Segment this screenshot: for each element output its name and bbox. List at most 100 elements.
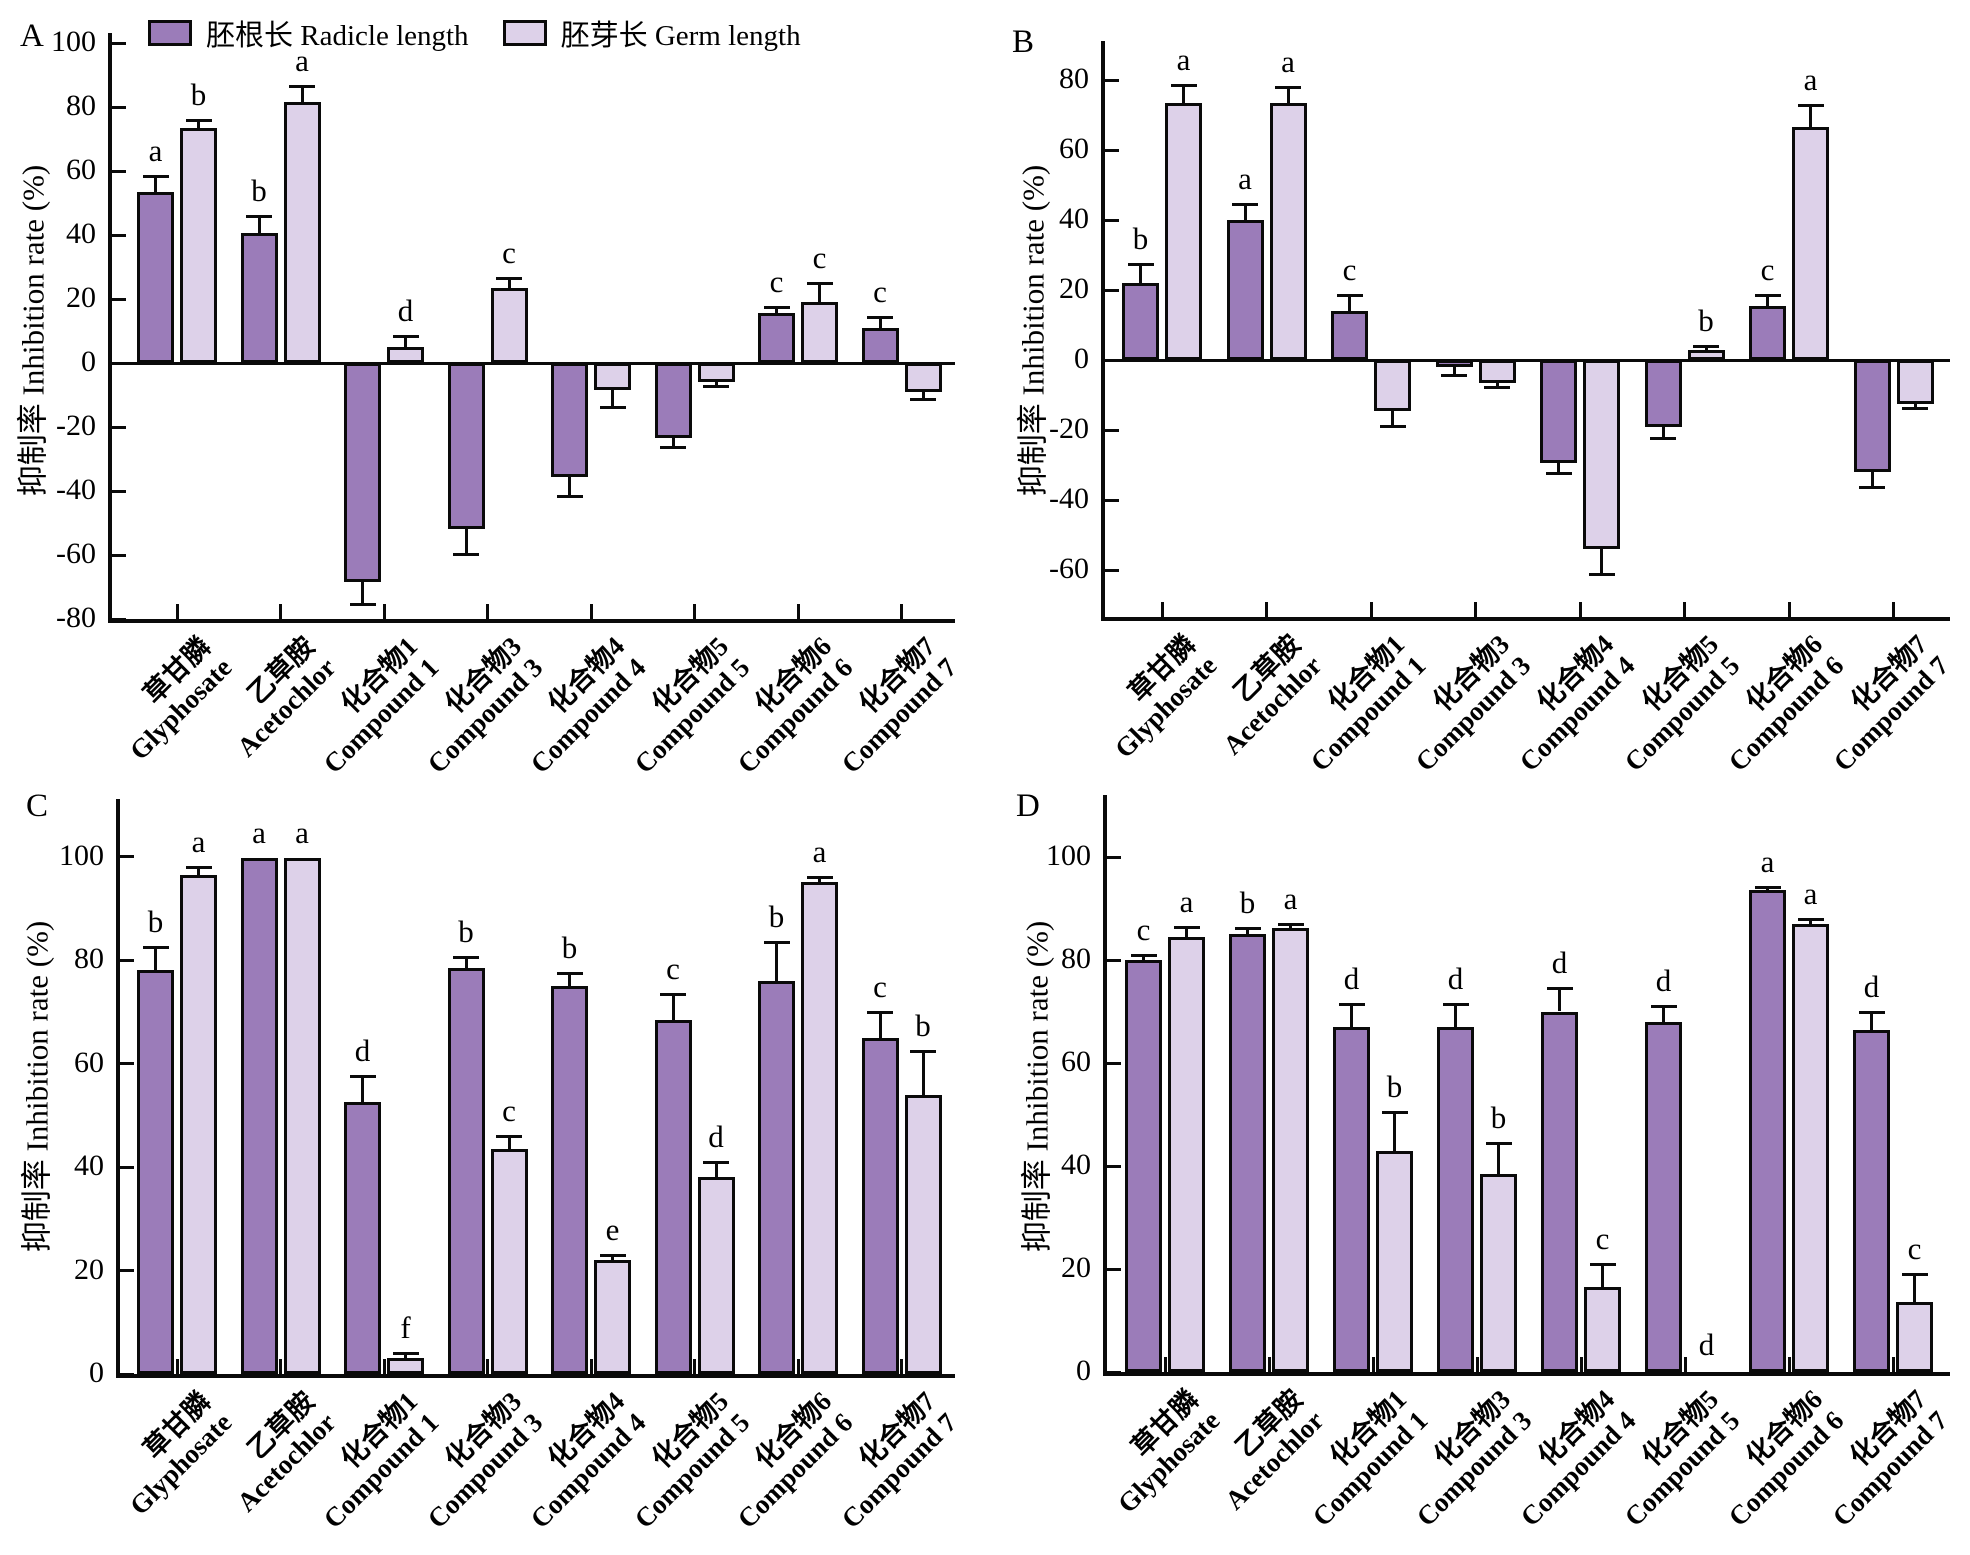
y-tick-label: -80 [56, 601, 96, 634]
panel-D-y-axis-title: 抑制率 Inhibition rate (%) [1019, 920, 1055, 1253]
significance-letter: c [873, 273, 887, 309]
bar-germ [697, 363, 735, 383]
error-cap [703, 1160, 729, 1164]
error-cap [1693, 345, 1719, 348]
y-tick-label: 100 [1046, 839, 1091, 872]
panel-B-zero-line [1105, 358, 1950, 362]
x-tick [1371, 1357, 1375, 1372]
error-bar [1391, 410, 1394, 427]
bar-germ [1272, 927, 1309, 1372]
error-cap [142, 946, 169, 950]
bar-radicle [861, 327, 899, 363]
significance-letter: b [458, 914, 474, 950]
error-bar [1661, 426, 1665, 439]
panel-A-y-axis-title: 抑制率 Inhibition rate (%) [15, 164, 51, 497]
legend: 胚根长 Radicle length 胚芽长 Germ length [148, 12, 801, 54]
error-bar [671, 438, 675, 448]
error-cap [1902, 407, 1928, 410]
y-tick-label: 0 [1076, 1354, 1091, 1387]
legend-item-radicle: 胚根长 Radicle length [148, 12, 469, 54]
error-cap [1127, 262, 1154, 266]
error-bar [404, 335, 407, 347]
error-bar [507, 278, 511, 288]
significance-letter: a [1803, 875, 1818, 911]
significance-letter: b [190, 76, 207, 112]
error-bar [1454, 1003, 1457, 1027]
bar-radicle [1853, 1029, 1890, 1372]
x-tick [175, 1359, 179, 1374]
error-bar [1809, 104, 1812, 128]
error-cap [392, 334, 419, 338]
error-cap [1381, 1110, 1408, 1114]
panel-B-y-axis [1101, 41, 1105, 621]
error-cap [806, 876, 833, 880]
significance-letter: b [1698, 303, 1714, 338]
error-cap [599, 1253, 626, 1257]
y-tick [1107, 1061, 1121, 1065]
error-cap [1173, 925, 1200, 929]
error-cap [1441, 373, 1467, 377]
panel-D-x-axis [1103, 1372, 1950, 1376]
y-tick-label: -40 [1049, 482, 1089, 515]
bar-radicle [1644, 360, 1682, 427]
y-tick-label: 40 [66, 217, 96, 250]
panel-C-label: C [26, 788, 49, 824]
x-tick [175, 604, 179, 619]
y-tick [1105, 428, 1119, 432]
error-cap [185, 865, 212, 869]
y-tick [1105, 498, 1119, 502]
error-bar [818, 877, 821, 883]
bar-radicle [137, 970, 174, 1374]
significance-letter: c [812, 240, 827, 275]
x-tick [1683, 602, 1686, 617]
bar-radicle [654, 363, 692, 439]
error-cap [1170, 84, 1197, 88]
error-cap [349, 1075, 376, 1079]
bar-radicle [1645, 1021, 1682, 1372]
bar-germ [697, 1177, 735, 1374]
bar-radicle [240, 233, 278, 363]
bar-radicle [1122, 283, 1159, 360]
error-bar [1350, 1003, 1353, 1027]
error-cap [1442, 1002, 1469, 1006]
y-tick [120, 1372, 134, 1376]
y-tick [120, 855, 134, 858]
bar-germ [1584, 1287, 1621, 1372]
y-tick [1105, 148, 1119, 152]
y-tick [112, 233, 126, 237]
y-tick [112, 297, 126, 301]
bar-radicle [654, 1019, 692, 1374]
error-bar [404, 1353, 407, 1359]
significance-letter: a [295, 43, 309, 79]
bar-germ [1896, 360, 1934, 404]
bar-germ [1687, 349, 1725, 360]
error-bar [197, 866, 200, 875]
error-cap [556, 495, 583, 499]
legend-item-germ: 胚芽长 Germ length [502, 12, 801, 54]
error-cap [1484, 386, 1510, 389]
significance-letter: a [1760, 844, 1775, 880]
error-cap [1589, 1262, 1616, 1266]
error-bar [1495, 382, 1499, 388]
x-tick [1578, 602, 1582, 617]
error-bar [1497, 1142, 1500, 1174]
x-tick [1787, 1357, 1791, 1372]
bar-germ [594, 1260, 631, 1374]
error-bar [1452, 367, 1456, 376]
significance-letter: a [1281, 44, 1295, 79]
error-cap [1588, 573, 1615, 577]
y-tick [112, 361, 126, 365]
bar-germ [283, 102, 321, 363]
error-cap [1275, 86, 1301, 89]
y-tick-label: 60 [1059, 132, 1089, 165]
y-tick-label: 20 [74, 1252, 104, 1286]
bar-germ [1792, 127, 1829, 360]
error-bar [611, 390, 614, 408]
error-cap [1485, 1141, 1512, 1145]
error-bar [507, 1135, 511, 1149]
significance-letter: c [769, 264, 784, 299]
bar-germ [180, 127, 217, 363]
bar-radicle [137, 191, 174, 363]
y-tick-label: -60 [56, 537, 96, 570]
